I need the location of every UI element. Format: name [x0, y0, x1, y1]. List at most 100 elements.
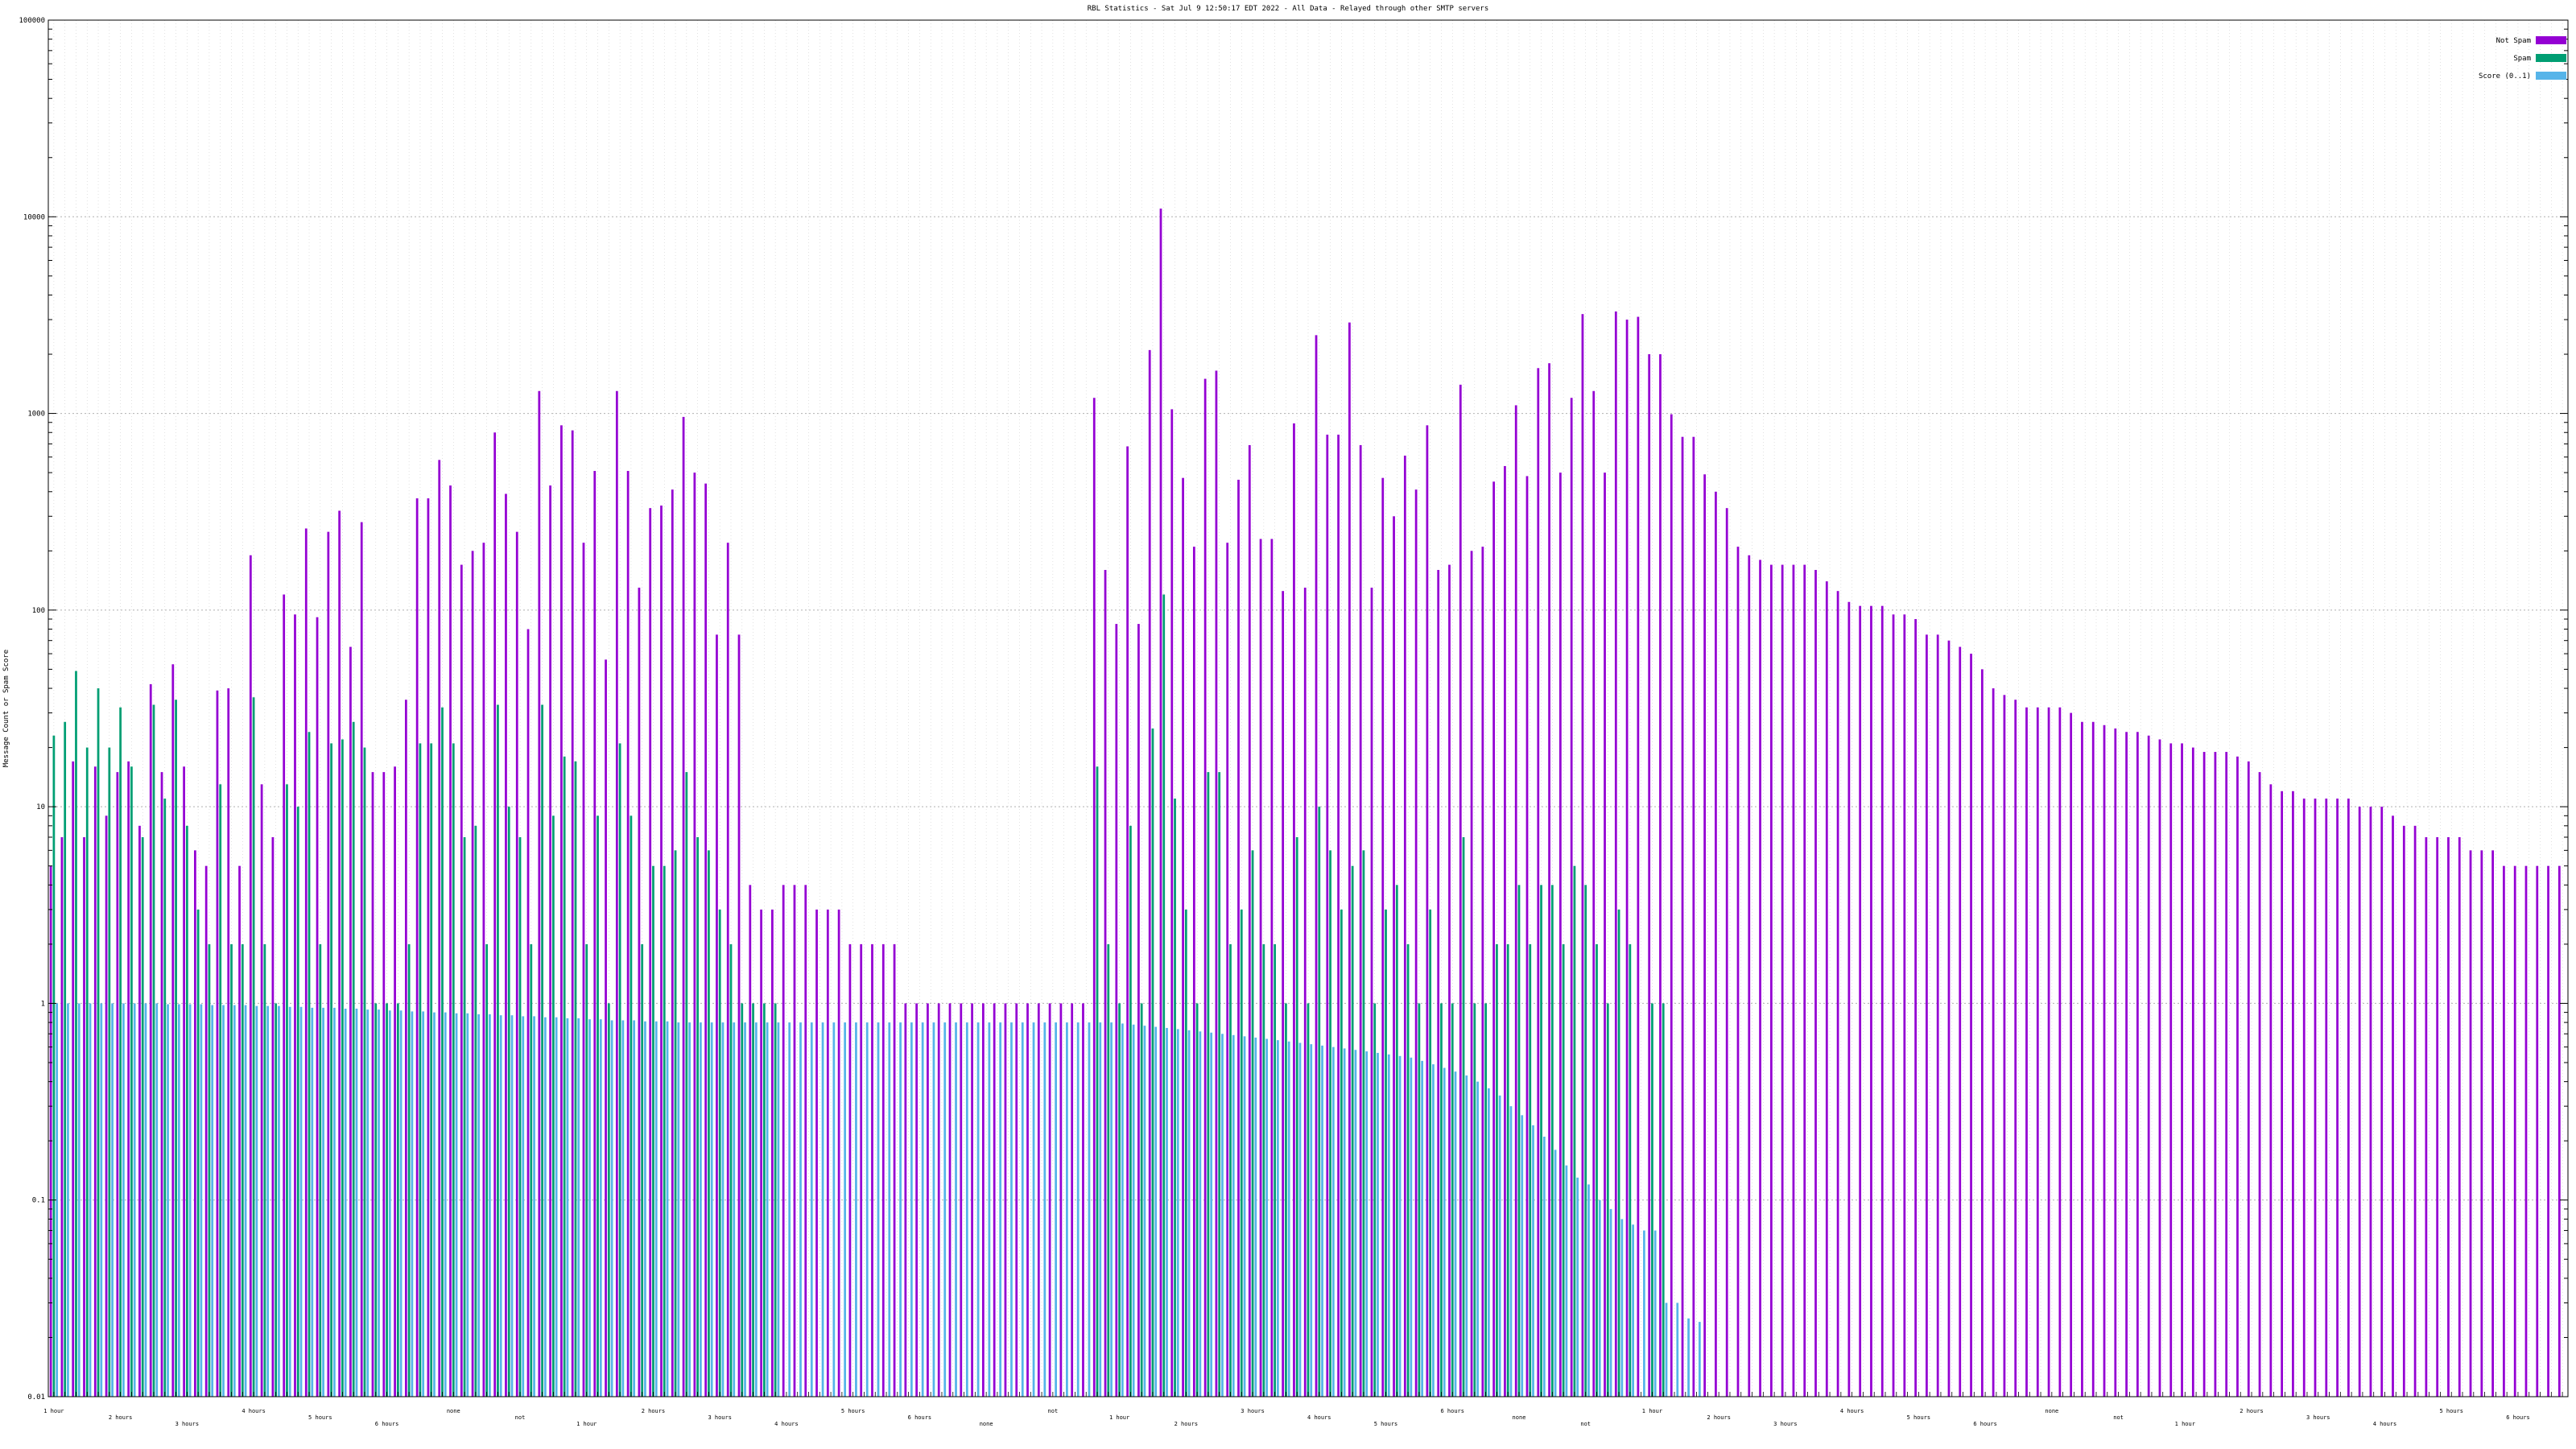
- not-spam-bar: [1237, 479, 1240, 1397]
- x-tick-label: not: [2113, 1414, 2124, 1421]
- score-bar: [1620, 1219, 1624, 1397]
- score-bar: [1532, 1125, 1534, 1397]
- not-spam-bar: [1847, 601, 1851, 1397]
- x-tick-label: 4 hours: [1840, 1408, 1864, 1414]
- x-tick-label: 2 hours: [2240, 1408, 2264, 1414]
- not-spam-bar: [881, 943, 885, 1397]
- score-bar: [1498, 1095, 1501, 1397]
- score-bar: [433, 1012, 436, 1397]
- score-bar: [943, 1022, 947, 1397]
- legend: Not Spam Spam Score (0..1): [2479, 36, 2566, 80]
- not-spam-bar: [1037, 1003, 1040, 1397]
- not-spam-bar: [1980, 669, 1984, 1397]
- score-bar: [821, 1022, 824, 1397]
- not-spam-bar: [1903, 614, 1906, 1397]
- x-tick-label: 6 hours: [908, 1414, 932, 1421]
- x-tick-label: none: [980, 1421, 993, 1427]
- x-tick-label: 6 hours: [1973, 1421, 1997, 1427]
- not-spam-bar: [2136, 732, 2139, 1397]
- not-spam-bar: [760, 909, 762, 1397]
- score-bar: [411, 1011, 414, 1397]
- score-bar: [278, 1005, 280, 1397]
- score-bar: [144, 1003, 147, 1397]
- score-bar: [644, 1021, 646, 1397]
- not-spam-bar: [1792, 564, 1795, 1397]
- not-spam-bar: [605, 659, 607, 1397]
- spam-bar: [386, 1003, 388, 1397]
- not-spam-bar: [238, 865, 241, 1397]
- not-spam-bar: [893, 943, 896, 1397]
- not-spam-bar: [227, 688, 230, 1397]
- not-spam-bar: [1126, 446, 1129, 1397]
- not-spam-bar: [60, 836, 64, 1397]
- not-spam-bar: [571, 430, 574, 1397]
- not-spam-bar: [1282, 591, 1285, 1397]
- score-bar: [266, 1005, 270, 1397]
- score-bar: [1121, 1023, 1124, 1397]
- spam-bar: [97, 688, 100, 1397]
- not-spam-bar: [2358, 807, 2361, 1397]
- not-spam-bar: [1426, 425, 1429, 1397]
- not-spam-bar: [1071, 1003, 1074, 1397]
- not-spam-bar: [1059, 1003, 1063, 1397]
- not-spam-bar: [1992, 688, 1995, 1397]
- not-spam-bar: [848, 943, 852, 1397]
- spam-bar: [1229, 943, 1232, 1397]
- not-spam-bar: [860, 943, 863, 1397]
- score-bar: [455, 1013, 458, 1397]
- spam-bar: [663, 865, 666, 1397]
- spam-bar: [607, 1003, 610, 1397]
- spam-bar: [1262, 943, 1265, 1397]
- spam-bar: [708, 850, 710, 1397]
- spam-bar: [1429, 909, 1432, 1397]
- score-bar: [810, 1022, 813, 1397]
- not-spam-bar: [1559, 473, 1562, 1397]
- spam-bar: [308, 732, 311, 1397]
- score-bar: [344, 1008, 347, 1397]
- y-axis-label: Message Count or Spam Score: [2, 650, 10, 767]
- legend-swatch: [2536, 72, 2566, 80]
- not-spam-bar: [1681, 436, 1684, 1397]
- not-spam-bar: [2003, 695, 2006, 1397]
- not-spam-bar: [1880, 605, 1884, 1397]
- not-spam-bar: [116, 772, 119, 1397]
- not-spam-bar: [1159, 208, 1162, 1397]
- score-bar: [666, 1021, 669, 1397]
- not-spam-bar: [1026, 1003, 1029, 1397]
- spam-bar: [585, 943, 588, 1397]
- score-bar: [1698, 1322, 1701, 1397]
- spam-bar: [552, 815, 555, 1397]
- not-spam-bar: [593, 471, 597, 1397]
- x-tick-label: 6 hours: [375, 1421, 399, 1427]
- not-spam-bar: [782, 885, 785, 1397]
- score-bar: [1542, 1137, 1546, 1397]
- spam-bar: [175, 700, 177, 1397]
- score-bar: [1210, 1032, 1213, 1397]
- spam-bar: [441, 707, 444, 1397]
- not-spam-bar: [1870, 605, 1872, 1397]
- x-tick-label: none: [447, 1408, 460, 1414]
- not-spam-bar: [2436, 836, 2439, 1397]
- not-spam-bar: [1748, 555, 1751, 1397]
- spam-bar: [1573, 865, 1576, 1397]
- not-spam-bar: [204, 865, 208, 1397]
- spam-bar: [419, 743, 422, 1397]
- not-spam-bar: [1570, 398, 1573, 1397]
- not-spam-bar: [72, 761, 75, 1397]
- score-bar: [332, 1007, 336, 1397]
- not-spam-bar: [271, 836, 275, 1397]
- not-spam-bar: [1936, 634, 1939, 1397]
- not-spam-bar: [194, 850, 196, 1397]
- spam-bar: [196, 909, 200, 1397]
- not-spam-bar: [1803, 564, 1806, 1397]
- score-bar: [1232, 1034, 1235, 1397]
- spam-bar: [1318, 807, 1321, 1397]
- not-spam-bar: [1203, 378, 1207, 1397]
- x-tick-label: 2 hours: [1707, 1414, 1731, 1421]
- not-spam-bar: [1715, 491, 1717, 1397]
- not-spam-bar: [2225, 752, 2228, 1397]
- not-spam-bar: [2480, 850, 2483, 1397]
- spam-bar: [1329, 850, 1331, 1397]
- not-spam-bar: [1137, 624, 1140, 1397]
- spam-bar: [1517, 885, 1521, 1397]
